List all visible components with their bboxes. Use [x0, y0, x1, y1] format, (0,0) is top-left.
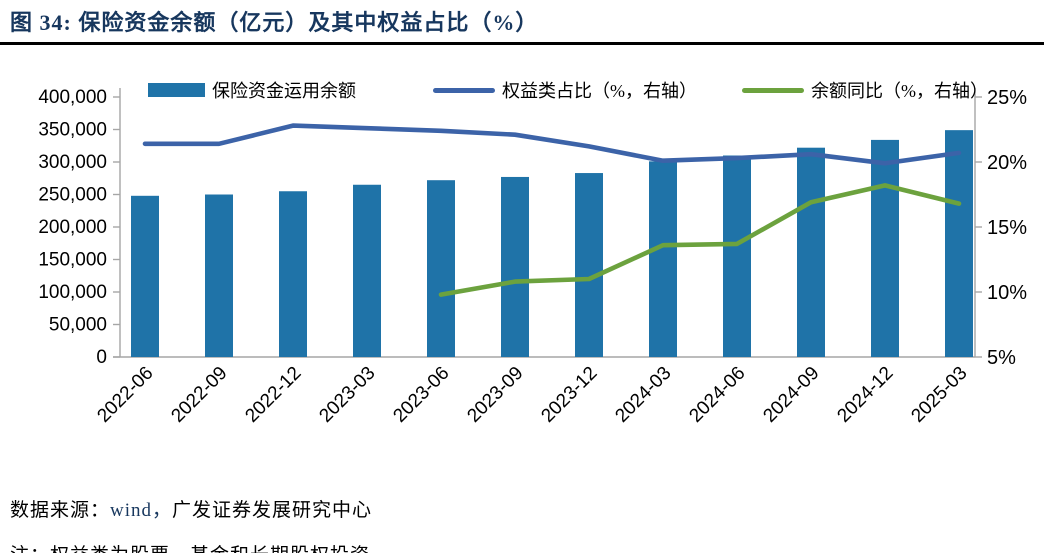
bar-2022-12: [279, 191, 307, 357]
bar-2024-06: [723, 155, 751, 357]
x-axis-label: 2024-09: [759, 363, 823, 427]
left-axis-label: 400,000: [38, 87, 107, 108]
right-axis-label: 15%: [987, 217, 1027, 239]
yoy-line: [438, 183, 962, 297]
bar-2024-12: [871, 139, 899, 357]
x-axis-label: 2023-12: [537, 363, 601, 427]
source-wind: wind，: [110, 500, 173, 521]
x-axis-label: 2023-06: [389, 363, 453, 427]
x-axis-label: 2023-09: [463, 363, 527, 427]
bar-2023-12: [575, 173, 603, 357]
footnote-line: 注：权益类为股票、基金和长期股权投资: [10, 540, 370, 553]
bar-2023-09: [501, 176, 529, 357]
bar-2022-06: [131, 195, 159, 357]
bar-2022-09: [205, 194, 233, 357]
x-axis-label: 2022-12: [241, 363, 305, 427]
x-axis-label: 2022-06: [93, 363, 157, 427]
left-axis-label: 0: [96, 347, 107, 368]
source-prefix: 数据来源：: [10, 500, 111, 521]
left-axis-label: 200,000: [38, 217, 107, 238]
equity-pct-line: [142, 123, 962, 166]
bar-2024-09: [797, 147, 825, 357]
bar-2024-03: [649, 161, 677, 357]
bar-2025-03: [945, 130, 973, 357]
x-axis-label: 2025-03: [907, 363, 971, 427]
left-axis-label: 250,000: [38, 185, 107, 206]
right-axis-label: 5%: [987, 347, 1016, 369]
right-axis-label: 25%: [987, 87, 1027, 109]
bar-2023-03: [353, 184, 381, 357]
chart-canvas: 400,000 350,000 300,000 250,000 200,000 150,0…: [38, 87, 1027, 427]
data-source-line: 数据来源：wind，广发证券发展研究中心: [10, 495, 372, 522]
left-axis-label: 300,000: [38, 152, 107, 173]
left-axis-label: 100,000: [38, 282, 107, 303]
title-divider: [0, 42, 1044, 45]
bar-2023-06: [427, 180, 455, 357]
chart-area: 400,000 350,000 300,000 250,000 200,000 150,0…: [0, 55, 1044, 475]
x-axis-label: 2024-06: [685, 363, 749, 427]
left-axis-label: 50,000: [49, 315, 107, 336]
left-axis-label: 350,000: [38, 120, 107, 141]
left-axis-label: 150,000: [38, 250, 107, 271]
right-axis-label: 10%: [987, 282, 1027, 304]
right-axis-label: 20%: [987, 152, 1027, 174]
x-axis-label: 2024-12: [833, 363, 897, 427]
x-axis-label: 2024-03: [611, 363, 675, 427]
x-axis-label: 2023-03: [315, 363, 379, 427]
x-axis-label: 2022-09: [167, 363, 231, 427]
source-suffix: 广发证券发展研究中心: [172, 500, 373, 521]
chart-title: 图 34: 保险资金余额（亿元）及其中权益占比（%）: [10, 10, 539, 35]
